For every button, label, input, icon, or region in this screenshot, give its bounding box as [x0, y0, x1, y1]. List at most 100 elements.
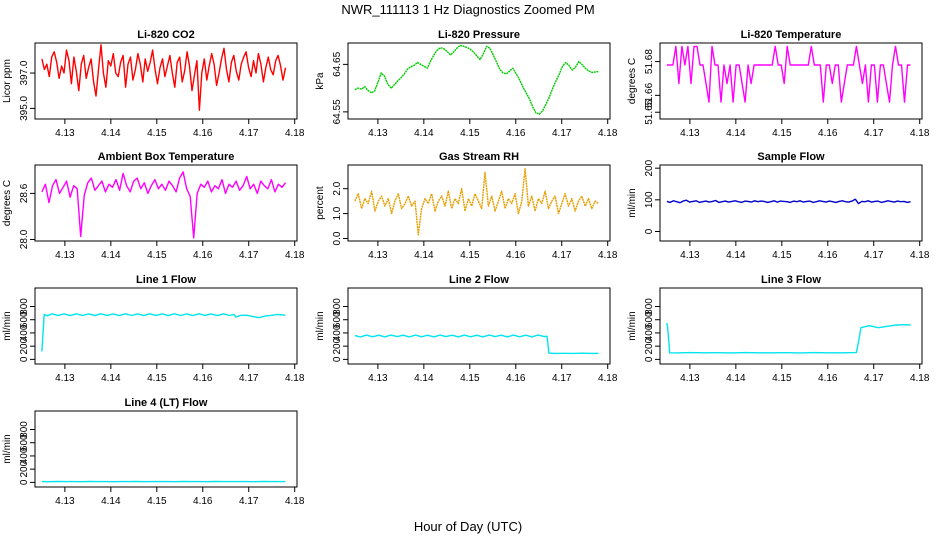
- panel-5-frame: [347, 164, 611, 242]
- panel-1-ylabel: Licor ppm: [2, 59, 13, 103]
- panel-9-frame: [659, 287, 923, 365]
- panel-6-title: Sample Flow: [757, 151, 825, 163]
- panel-6-xtick-label-1: 4.13: [680, 250, 700, 261]
- panel-3-xtick-label-5: 4.17: [864, 128, 884, 139]
- figure-xlabel: Hour of Day (UTC): [414, 519, 522, 534]
- panel-6-xtick-label-5: 4.17: [864, 250, 884, 261]
- panel-9-ytick-label-1: 0: [644, 356, 655, 362]
- panel-7-xtick-label-5: 4.17: [239, 373, 259, 384]
- panel-7-title: Line 1 Flow: [136, 274, 196, 286]
- panel-5-series-line: [354, 167, 599, 236]
- panel-7-xtick-label-1: 4.13: [55, 373, 75, 384]
- panel-9: Line 3 Flow 4.13 4.14 4.15 4.16 4.17 4.18 0 2004…: [627, 274, 930, 384]
- panel-3-xtick-label-4: 4.16: [818, 128, 838, 139]
- panel-4: Ambient Box Temperature 4.13 4.14 4.15 4.16 4…: [2, 151, 305, 261]
- panel-7-xtick-label-2: 4.14: [101, 373, 121, 384]
- panel-2-xtick-label-1: 4.13: [368, 128, 388, 139]
- panel-10-ytick-label-3: 400: [19, 447, 30, 464]
- panel-9-xtick-label-6: 4.18: [910, 373, 930, 384]
- panel-6: Sample Flow 4.13 4.14 4.15 4.16 4.17 4.18 0 100 2…: [627, 151, 930, 261]
- panel-1-xtick-label-1: 4.13: [55, 128, 75, 139]
- panel-10-title: Line 4 (LT) Flow: [125, 397, 208, 409]
- panel-7-ytick-label-5: 800: [19, 298, 30, 315]
- panel-6-frame: [659, 164, 923, 242]
- panel-1-xtick-label-2: 4.14: [101, 128, 121, 139]
- panel-8-frame: [347, 287, 611, 365]
- panel-8-xtick-label-6: 4.18: [598, 373, 618, 384]
- panel-7-xtick-label-6: 4.18: [285, 373, 305, 384]
- panel-8-xtick-label-4: 4.16: [506, 373, 526, 384]
- panel-3: Li-820 Temperature 4.13 4.14 4.15 4.16 4.17 4.…: [627, 29, 930, 139]
- panel-7-xtick-label-4: 4.16: [193, 373, 213, 384]
- panel-9-xtick-label-4: 4.16: [818, 373, 838, 384]
- panel-2-title: Li-820 Pressure: [438, 29, 520, 41]
- panel-3-xtick-label-1: 4.13: [680, 128, 700, 139]
- panel-6-ylabel: ml/min: [627, 188, 638, 217]
- panel-4-xtick-label-2: 4.14: [101, 250, 121, 261]
- panel-3-xtick-label-2: 4.14: [726, 128, 746, 139]
- panel-4-xtick-label-5: 4.17: [239, 250, 259, 261]
- panel-7-xtick-label-3: 4.15: [147, 373, 167, 384]
- panels: Li-820 CO2 4.13 4.14 4.15 4.16 4.17 4.18 395.0 3…: [2, 29, 930, 507]
- panel-8-xtick-label-3: 4.15: [460, 373, 480, 384]
- panel-4-xtick-label-3: 4.15: [147, 250, 167, 261]
- panel-5: Gas Stream RH 4.13 4.14 4.15 4.16 4.17 4.18 0.0…: [315, 151, 618, 261]
- panel-9-xtick-label-1: 4.13: [680, 373, 700, 384]
- panel-9-ytick-label-2: 200: [644, 337, 655, 354]
- panel-3-ytick-label-2: 51.66: [644, 82, 655, 107]
- panel-10-ytick-label-4: 600: [19, 434, 30, 451]
- panel-3-ylabel: degrees C: [627, 58, 638, 104]
- panel-3-ytick-label-1: 51.65: [644, 99, 655, 124]
- panel-1-xtick-label-5: 4.17: [239, 128, 259, 139]
- panel-6-xtick-label-6: 4.18: [910, 250, 930, 261]
- panel-5-xtick-label-2: 4.14: [414, 250, 434, 261]
- panel-10-xtick-label-5: 4.17: [239, 496, 259, 507]
- panel-8-ytick-label-1: 0: [332, 356, 343, 362]
- panel-2-xtick-label-6: 4.18: [598, 128, 618, 139]
- panel-4-xtick-label-1: 4.13: [55, 250, 75, 261]
- panel-9-ylabel: ml/min: [627, 311, 638, 340]
- panel-10: Line 4 (LT) Flow 4.13 4.14 4.15 4.16 4.17 4.18…: [2, 397, 305, 507]
- panel-7-ytick-label-2: 200: [19, 337, 30, 354]
- panel-10-frame: [34, 410, 298, 488]
- panel-8-ylabel: ml/min: [315, 311, 326, 340]
- panel-6-xtick-label-4: 4.16: [818, 250, 838, 261]
- panel-9-ytick-label-4: 600: [644, 311, 655, 328]
- panel-3-xtick-label-6: 4.18: [910, 128, 930, 139]
- panel-10-ytick-label-2: 200: [19, 460, 30, 477]
- panel-8-ytick-label-3: 400: [332, 324, 343, 341]
- panel-8-xtick-label-5: 4.17: [552, 373, 572, 384]
- panel-7-frame: [34, 287, 298, 365]
- panel-10-xtick-label-3: 4.15: [147, 496, 167, 507]
- panel-5-xtick-label-4: 4.16: [506, 250, 526, 261]
- panel-3-series-line: [666, 45, 911, 103]
- panel-6-ytick-label-3: 200: [644, 159, 655, 176]
- panel-5-xtick-label-6: 4.18: [598, 250, 618, 261]
- figure-title: NWR_111113 1 Hz Diagnostics Zoomed PM: [341, 2, 594, 17]
- panel-6-xtick-label-3: 4.15: [772, 250, 792, 261]
- panel-1-frame: [34, 42, 298, 120]
- panel-1-xtick-label-3: 4.15: [147, 128, 167, 139]
- panel-1-series-line: [41, 44, 287, 111]
- panel-10-xtick-label-4: 4.16: [193, 496, 213, 507]
- panel-10-xtick-label-2: 4.14: [101, 496, 121, 507]
- panel-2-xtick-label-2: 4.14: [414, 128, 434, 139]
- panel-8-ytick-label-4: 600: [332, 311, 343, 328]
- panel-4-series-line: [41, 171, 287, 239]
- panel-1: Li-820 CO2 4.13 4.14 4.15 4.16 4.17 4.18 395.0 3…: [2, 29, 305, 139]
- panel-9-xtick-label-2: 4.14: [726, 373, 746, 384]
- panel-5-xtick-label-1: 4.13: [368, 250, 388, 261]
- panel-8-ytick-label-2: 200: [332, 337, 343, 354]
- panel-1-xtick-label-6: 4.18: [285, 128, 305, 139]
- panel-7-ylabel: ml/min: [2, 311, 13, 340]
- panel-5-title: Gas Stream RH: [439, 151, 519, 163]
- panel-9-title: Line 3 Flow: [761, 274, 821, 286]
- panel-4-xtick-label-6: 4.18: [285, 250, 305, 261]
- panel-7-ytick-label-4: 600: [19, 311, 30, 328]
- panel-8-xtick-label-2: 4.14: [414, 373, 434, 384]
- panel-4-ylabel: degrees C: [2, 180, 13, 226]
- panel-9-xtick-label-3: 4.15: [772, 373, 792, 384]
- panel-10-xtick-label-6: 4.18: [285, 496, 305, 507]
- panel-2-ytick-label-2: 64.65: [332, 51, 343, 76]
